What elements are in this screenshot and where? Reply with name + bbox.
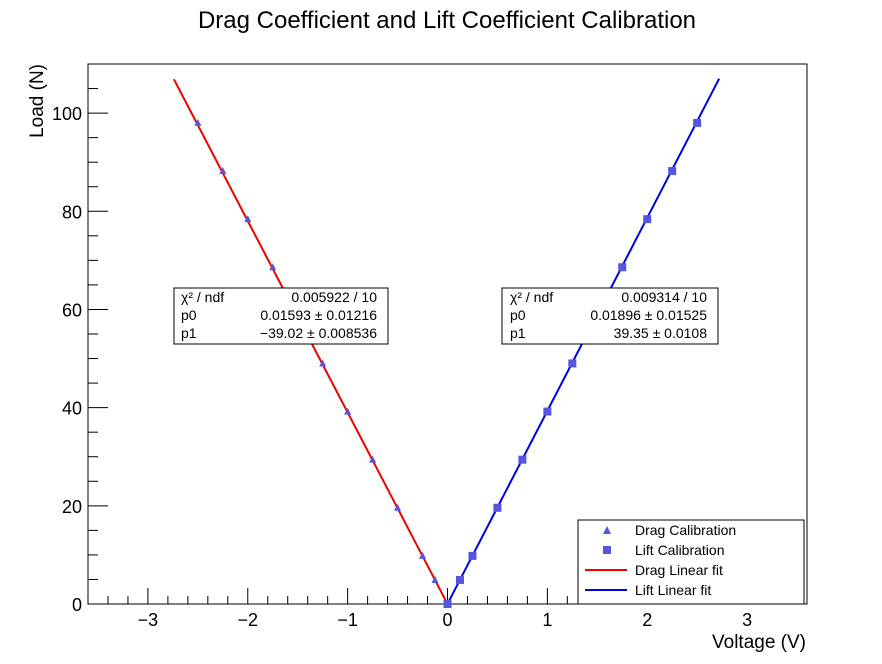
data-point-square: [643, 215, 652, 224]
fit-label: p0: [510, 307, 526, 323]
y-tick-label: 100: [52, 104, 82, 124]
legend-triangle-marker: [603, 526, 611, 534]
data-point-square: [443, 600, 452, 608]
fit-value: 39.35 ± 0.0108: [614, 325, 708, 341]
data-point-triangle: [219, 167, 227, 175]
fit-value: 0.01593 ± 0.01216: [260, 307, 377, 323]
data-point-square: [493, 503, 502, 512]
data-point-triangle: [394, 503, 402, 511]
data-point-triangle: [194, 118, 202, 126]
legend-entry-drag-fit: Drag Linear fit: [635, 562, 723, 578]
y-tick-label: 60: [62, 300, 82, 320]
data-point-square: [668, 167, 677, 176]
data-point-triangle: [419, 551, 427, 559]
x-tick-label: 1: [542, 610, 552, 630]
fit-box-lift: χ² / ndf 0.009314 / 10 p0 0.01896 ± 0.01…: [501, 287, 719, 345]
data-point-triangle: [269, 263, 277, 271]
x-tick-label: −3: [138, 610, 159, 630]
x-tick-label: −1: [337, 610, 358, 630]
y-axis: 0 20 40 60 80 100: [52, 63, 108, 615]
fit-label: χ² / ndf: [510, 289, 553, 305]
data-point-triangle: [369, 455, 377, 463]
x-axis-label: Voltage (V): [712, 632, 806, 653]
legend-square-marker: [603, 546, 611, 554]
fit-label: χ² / ndf: [181, 289, 224, 305]
chart-title: Drag Coefficient and Lift Coefficient Ca…: [198, 7, 696, 34]
data-point-square: [543, 407, 552, 416]
y-axis-label: Load (N): [27, 64, 48, 138]
legend-entry-lift-calibration: Lift Calibration: [635, 542, 725, 558]
fit-box-frame: [501, 287, 719, 345]
fit-value: 0.01896 ± 0.01525: [590, 307, 707, 323]
data-point-triangle: [431, 575, 439, 583]
fit-box-frame: [173, 287, 389, 345]
data-point-triangle: [344, 407, 352, 415]
fit-label: p1: [510, 325, 526, 341]
x-tick-label: −2: [238, 610, 259, 630]
y-tick-label: 0: [72, 595, 82, 615]
y-tick-label: 20: [62, 497, 82, 517]
fit-label: p0: [181, 307, 197, 323]
fit-value: 0.005922 / 10: [291, 289, 377, 305]
y-tick-label: 40: [62, 399, 82, 419]
y-tick-label: 80: [62, 202, 82, 222]
data-point-triangle: [319, 359, 327, 367]
fit-box-drag: χ² / ndf 0.005922 / 10 p0 0.01593 ± 0.01…: [173, 287, 389, 345]
x-tick-label: 0: [442, 610, 452, 630]
data-point-square: [468, 551, 477, 560]
data-point-square: [568, 359, 577, 368]
legend-entry-lift-fit: Lift Linear fit: [635, 582, 711, 598]
x-tick-label: 3: [742, 610, 752, 630]
legend: Drag Calibration Lift Calibration Drag L…: [577, 519, 805, 605]
data-point-square: [618, 263, 627, 272]
data-point-square: [455, 575, 464, 584]
legend-entry-drag-calibration: Drag Calibration: [635, 522, 736, 538]
fit-value: 0.009314 / 10: [621, 289, 707, 305]
data-point-square: [693, 118, 702, 127]
data-point-triangle: [244, 215, 252, 223]
x-tick-label: 2: [642, 610, 652, 630]
data-point-square: [518, 455, 527, 464]
fit-label: p1: [181, 325, 197, 341]
fit-value: −39.02 ± 0.008536: [260, 325, 377, 341]
